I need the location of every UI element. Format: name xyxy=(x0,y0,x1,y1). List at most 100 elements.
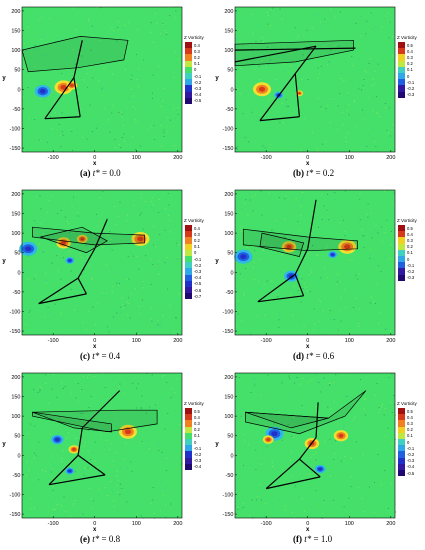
field-speckle xyxy=(239,227,241,229)
field-speckle xyxy=(169,305,171,307)
field-speckle xyxy=(278,101,280,102)
field-speckle xyxy=(175,317,177,319)
field-speckle xyxy=(34,119,36,120)
field-speckle xyxy=(26,50,28,52)
field-speckle xyxy=(358,323,360,324)
field-speckle xyxy=(367,97,369,99)
field-speckle xyxy=(134,118,136,120)
colorbar-segment xyxy=(185,97,192,104)
field-speckle xyxy=(106,439,108,441)
field-speckle xyxy=(262,301,264,303)
field-speckle xyxy=(286,105,288,107)
field-speckle xyxy=(139,441,141,443)
field-speckle xyxy=(39,218,41,220)
field-speckle xyxy=(270,300,272,302)
field-speckle xyxy=(296,377,298,378)
field-speckle xyxy=(175,316,177,318)
field-speckle xyxy=(326,277,328,279)
field-speckle xyxy=(135,54,137,55)
field-speckle xyxy=(297,221,299,223)
field-speckle xyxy=(55,291,57,292)
field-speckle xyxy=(52,486,54,487)
field-speckle xyxy=(314,323,316,325)
field-speckle xyxy=(172,439,174,441)
field-speckle xyxy=(239,41,241,42)
field-speckle xyxy=(23,43,25,44)
field-speckle xyxy=(77,401,79,402)
field-speckle xyxy=(288,230,290,231)
field-speckle xyxy=(282,122,284,123)
field-speckle xyxy=(104,31,106,32)
field-speckle xyxy=(304,510,306,512)
field-speckle xyxy=(82,376,84,378)
field-speckle xyxy=(137,86,139,88)
field-speckle xyxy=(254,384,256,386)
field-speckle xyxy=(163,375,165,376)
colorbar-segment xyxy=(185,231,192,238)
field-speckle xyxy=(363,247,365,249)
field-speckle xyxy=(249,425,251,427)
colorbar-tick-label: -0.3 xyxy=(194,269,202,274)
field-speckle xyxy=(103,232,105,233)
colorbar-tick-label: 0.1 xyxy=(407,250,413,256)
field-speckle xyxy=(334,16,336,18)
field-speckle xyxy=(157,194,159,196)
colorbar-segment xyxy=(185,243,192,250)
field-speckle xyxy=(31,46,33,48)
negative-vortex-core xyxy=(68,259,72,262)
field-speckle xyxy=(386,113,388,115)
field-speckle xyxy=(344,289,346,291)
field-speckle xyxy=(163,129,165,131)
field-speckle xyxy=(126,220,128,222)
field-speckle xyxy=(131,470,133,472)
field-speckle xyxy=(29,310,31,312)
field-speckle xyxy=(261,214,263,216)
field-speckle xyxy=(310,270,312,271)
field-speckle xyxy=(339,251,341,253)
field-speckle xyxy=(248,21,250,22)
negative-vortex-core xyxy=(288,274,294,279)
field-speckle xyxy=(102,191,104,193)
field-speckle xyxy=(329,384,331,386)
field-speckle xyxy=(50,262,52,264)
field-speckle xyxy=(264,242,266,244)
field-speckle xyxy=(109,63,111,64)
field-speckle xyxy=(160,106,162,107)
field-speckle xyxy=(368,486,370,488)
field-speckle xyxy=(242,47,244,48)
field-speckle xyxy=(150,126,152,127)
field-speckle xyxy=(166,34,168,36)
field-speckle xyxy=(118,430,120,432)
field-speckle xyxy=(77,311,79,312)
field-speckle xyxy=(72,73,74,75)
field-speckle xyxy=(27,395,29,396)
field-speckle xyxy=(373,300,375,302)
field-speckle xyxy=(153,244,155,246)
field-speckle xyxy=(48,403,50,404)
y-tick-label: 50 xyxy=(227,251,233,257)
field-speckle xyxy=(264,314,266,316)
field-speckle xyxy=(348,260,350,261)
field-speckle xyxy=(22,96,24,98)
field-speckle xyxy=(329,310,331,311)
field-speckle xyxy=(83,501,85,502)
field-speckle xyxy=(340,409,342,410)
field-speckle xyxy=(301,78,303,80)
colorbar-tick-label: -0.1 xyxy=(407,262,415,268)
field-speckle xyxy=(123,393,125,394)
field-speckle xyxy=(368,17,370,18)
field-speckle xyxy=(321,25,323,27)
field-speckle xyxy=(54,111,56,113)
field-speckle xyxy=(84,382,86,384)
field-speckle xyxy=(339,93,341,94)
field-speckle xyxy=(319,73,321,75)
field-speckle xyxy=(358,81,360,83)
field-speckle xyxy=(344,456,346,457)
field-speckle xyxy=(388,21,390,23)
field-speckle xyxy=(85,10,87,11)
colorbar-segment xyxy=(185,445,192,452)
field-speckle xyxy=(318,299,320,300)
field-speckle xyxy=(137,383,139,385)
